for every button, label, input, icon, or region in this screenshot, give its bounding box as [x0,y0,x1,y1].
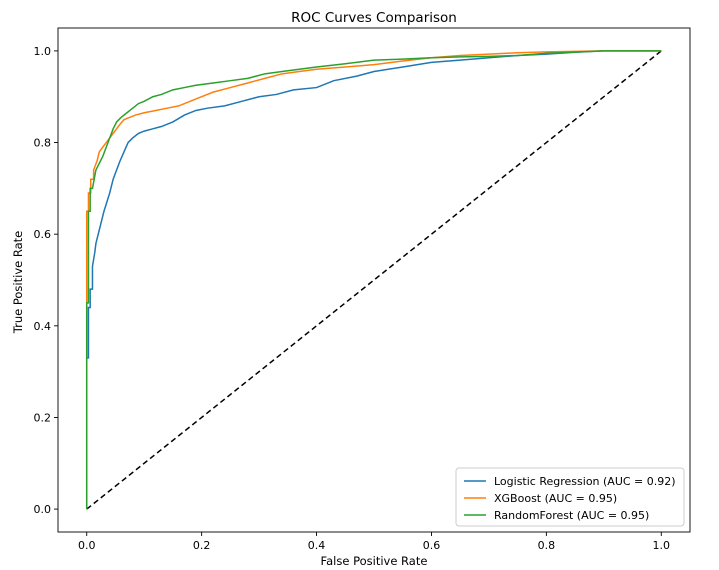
series-lines [85,50,662,510]
x-axis: 0.0 0.2 0.4 0.6 0.8 1.0 [78,532,670,552]
plot-frame [57,27,691,533]
legend: Logistic Regression (AUC = 0.92) XGBoost … [455,467,685,527]
y-tick-label: 0.2 [34,411,52,424]
y-tick-label: 1.0 [34,45,52,58]
x-tick-label: 0.4 [308,539,326,552]
y-tick-label: 0.6 [34,228,52,241]
legend-label: RandomForest (AUC = 0.95) [494,509,649,522]
legend-label: XGBoost (AUC = 0.95) [494,492,617,505]
roc-line-randomforest [85,50,662,510]
y-axis: 0.0 0.2 0.4 0.6 0.8 1.0 [34,45,58,516]
x-tick-label: 1.0 [653,539,671,552]
y-axis-title: True Positive Rate [11,231,25,334]
x-tick-label: 0.2 [193,539,211,552]
y-tick-label: 0.0 [34,503,52,516]
legend-label: Logistic Regression (AUC = 0.92) [494,475,676,488]
chart-title: ROC Curves Comparison [291,10,457,26]
plot-area [57,27,691,533]
x-axis-title: False Positive Rate [321,554,428,568]
y-tick-label: 0.8 [34,137,52,150]
x-tick-label: 0.0 [78,539,96,552]
diagonal-reference-line [86,50,662,510]
legend-box [455,467,685,527]
x-tick-label: 0.6 [423,539,441,552]
x-tick-label: 0.8 [538,539,556,552]
roc-line-logistic [85,50,662,510]
y-tick-label: 0.4 [34,320,52,333]
roc-line-xgboost [85,50,662,510]
